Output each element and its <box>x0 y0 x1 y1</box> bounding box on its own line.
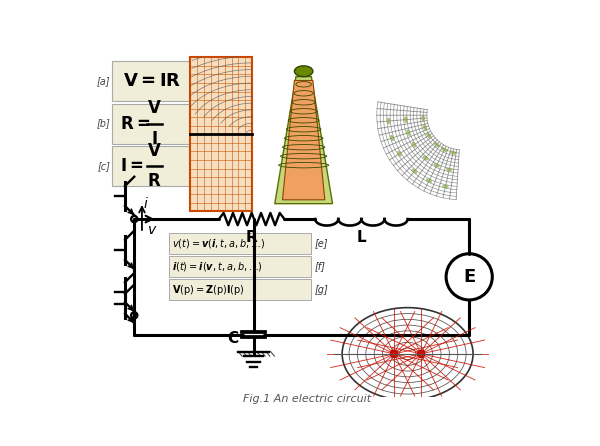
FancyBboxPatch shape <box>112 61 193 101</box>
Text: [b]: [b] <box>97 119 110 128</box>
Text: $\mathbf{V}$: $\mathbf{V}$ <box>147 142 161 160</box>
Circle shape <box>417 350 425 358</box>
Text: $\mathbf{I}$: $\mathbf{I}$ <box>151 130 158 148</box>
Text: $\mathbf{V = IR}$: $\mathbf{V = IR}$ <box>123 72 181 90</box>
Text: [e]: [e] <box>314 238 328 248</box>
Text: $i$: $i$ <box>143 196 149 211</box>
FancyBboxPatch shape <box>169 279 311 300</box>
FancyBboxPatch shape <box>169 256 311 277</box>
Text: $v(t) = \boldsymbol{v}(\boldsymbol{i}, t, a, b, \ldots)$: $v(t) = \boldsymbol{v}(\boldsymbol{i}, t… <box>172 237 265 250</box>
Text: Fig.1 An electric circuit: Fig.1 An electric circuit <box>244 394 371 404</box>
Text: [c]: [c] <box>98 161 110 171</box>
Text: R: R <box>246 230 257 245</box>
FancyBboxPatch shape <box>112 146 193 186</box>
Circle shape <box>131 312 137 318</box>
Text: $\mathbf{V}$: $\mathbf{V}$ <box>147 99 161 117</box>
Circle shape <box>446 254 492 300</box>
Polygon shape <box>275 77 332 204</box>
Bar <box>190 58 252 211</box>
Circle shape <box>390 350 398 358</box>
Text: $\boldsymbol{i}(t) = \boldsymbol{i}(\boldsymbol{v}, t, a, b, \ldots)$: $\boldsymbol{i}(t) = \boldsymbol{i}(\bol… <box>172 260 263 273</box>
Circle shape <box>131 216 137 222</box>
Text: E: E <box>463 268 475 286</box>
FancyBboxPatch shape <box>112 103 193 144</box>
Text: [g]: [g] <box>314 285 328 294</box>
Ellipse shape <box>295 66 313 77</box>
Text: $\mathbf{V}(\mathrm{p}) = \mathbf{Z}(\mathrm{p})\mathbf{I}(\mathrm{p})$: $\mathbf{V}(\mathrm{p}) = \mathbf{Z}(\ma… <box>172 282 245 297</box>
Text: L: L <box>356 230 366 245</box>
FancyBboxPatch shape <box>169 233 311 254</box>
Text: $\mathbf{R=}$: $\mathbf{R=}$ <box>119 115 150 132</box>
Text: C: C <box>227 331 238 346</box>
Polygon shape <box>283 80 325 200</box>
Text: $\mathbf{I=}$: $\mathbf{I=}$ <box>119 157 143 175</box>
Text: [a]: [a] <box>97 76 110 86</box>
Text: $v$: $v$ <box>146 223 157 237</box>
Text: $\mathbf{R}$: $\mathbf{R}$ <box>147 172 161 190</box>
Text: [f]: [f] <box>314 261 325 272</box>
